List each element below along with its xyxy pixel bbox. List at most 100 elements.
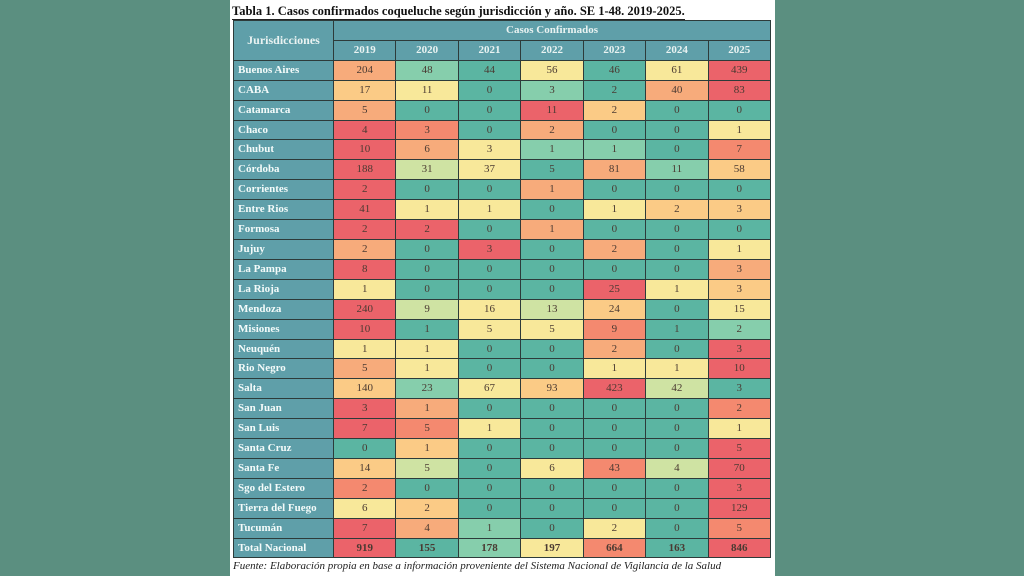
case-count-cell: 5	[395, 418, 459, 440]
case-count-cell: 2	[707, 318, 772, 340]
case-count-cell: 1	[457, 418, 522, 440]
jurisdiction-name: Sgo del Estero	[233, 477, 334, 499]
case-count-cell: 0	[520, 199, 584, 221]
table-row: Salta 140 23 67 93 423 42 3	[233, 378, 772, 400]
jurisdiction-name: Chubut	[233, 139, 334, 161]
case-count-cell: 3	[395, 119, 459, 141]
table-row: Córdoba 188 31 37 5 81 11 58	[233, 159, 772, 181]
jurisdiction-name: San Juan	[233, 398, 334, 420]
case-count-cell: 2	[395, 219, 459, 240]
jurisdiction-name: La Pampa	[233, 258, 334, 280]
case-count-cell: 43	[582, 457, 647, 479]
table-row: Chubut 10 6 3 1 1 0 7	[233, 139, 772, 161]
case-count-cell: 2	[395, 497, 459, 519]
jurisdiction-name: Buenos Aires	[233, 59, 334, 81]
case-count-cell: 0	[395, 278, 459, 300]
case-count-cell: 70	[707, 457, 772, 479]
case-count-cell: 37	[457, 159, 522, 181]
case-count-cell: 1	[520, 219, 584, 240]
case-count-cell: 0	[645, 418, 709, 440]
case-count-cell: 0	[645, 398, 709, 420]
cases-table: Jurisdicciones Casos Confirmados 2019 202…	[233, 20, 772, 559]
case-count-cell: 0	[582, 179, 647, 201]
table-row: Buenos Aires 204 48 44 56 46 61 439	[233, 59, 772, 81]
case-count-cell: 0	[645, 179, 709, 201]
case-count-cell: 0	[457, 457, 522, 479]
case-count-cell: 0	[457, 79, 522, 101]
table-row: La Rioja 1 0 0 0 25 1 3	[233, 278, 772, 300]
table-row: Misiones 10 1 5 5 9 1 2	[233, 318, 772, 340]
case-count-cell: 2	[520, 119, 584, 141]
case-count-cell: 5	[395, 457, 459, 479]
case-count-cell: 9	[582, 318, 647, 340]
case-count-cell: 0	[457, 278, 522, 300]
case-count-cell: 4	[645, 457, 709, 479]
case-count-cell: 0	[520, 238, 584, 260]
case-count-cell: 0	[645, 298, 709, 320]
case-count-cell: 0	[457, 398, 522, 420]
case-count-cell: 14	[332, 457, 397, 479]
case-count-cell: 31	[395, 159, 459, 181]
case-count-cell: 3	[707, 477, 772, 499]
case-count-cell: 7	[332, 517, 397, 539]
case-count-cell: 7	[332, 418, 397, 440]
table-row: Entre Rios 41 1 1 0 1 2 3	[233, 199, 772, 221]
case-count-cell: 6	[395, 139, 459, 161]
case-count-cell: 0	[582, 119, 647, 141]
case-count-cell: 56	[520, 59, 584, 81]
case-count-cell: 3	[457, 238, 522, 260]
case-count-cell: 0	[457, 219, 522, 240]
jurisdiction-name: Total Nacional	[233, 537, 334, 559]
table-row: Corrientes 2 0 0 1 0 0 0	[233, 179, 772, 201]
table-row: Tierra del Fuego 6 2 0 0 0 0 129	[233, 497, 772, 519]
case-count-cell: 2	[582, 338, 647, 360]
jurisdiction-name: Santa Fe	[233, 457, 334, 479]
case-count-cell: 5	[332, 99, 397, 121]
case-count-cell: 3	[707, 258, 772, 280]
case-count-cell: 0	[520, 258, 584, 280]
case-count-cell: 155	[395, 537, 459, 559]
case-count-cell: 0	[645, 219, 709, 240]
case-count-cell: 5	[520, 159, 584, 181]
case-count-cell: 0	[645, 258, 709, 280]
case-count-cell: 15	[707, 298, 772, 320]
case-count-cell: 2	[332, 477, 397, 499]
jurisdiction-name: Neuquén	[233, 338, 334, 360]
case-count-cell: 0	[395, 238, 459, 260]
case-count-cell: 0	[332, 438, 397, 459]
case-count-cell: 1	[395, 438, 459, 459]
table-row: Rio Negro 5 1 0 0 1 1 10	[233, 358, 772, 380]
case-count-cell: 0	[520, 497, 584, 519]
case-count-cell: 1	[707, 119, 772, 141]
table-row: Chaco 4 3 0 2 0 0 1	[233, 119, 772, 141]
case-count-cell: 129	[707, 497, 772, 519]
case-count-cell: 46	[582, 59, 647, 81]
case-count-cell: 1	[395, 358, 459, 380]
case-count-cell: 2	[332, 179, 397, 201]
case-count-cell: 1	[645, 358, 709, 380]
case-count-cell: 1	[457, 199, 522, 221]
case-count-cell: 1	[582, 199, 647, 221]
case-count-cell: 163	[645, 537, 709, 559]
case-count-cell: 1	[582, 139, 647, 161]
case-count-cell: 0	[395, 99, 459, 121]
case-count-cell: 0	[520, 477, 584, 499]
case-count-cell: 1	[707, 418, 772, 440]
case-count-cell: 1	[395, 338, 459, 360]
case-count-cell: 24	[582, 298, 647, 320]
table-row: Neuquén 1 1 0 0 2 0 3	[233, 338, 772, 360]
case-count-cell: 2	[582, 517, 647, 539]
case-count-cell: 664	[582, 537, 647, 559]
case-count-cell: 0	[707, 99, 772, 121]
case-count-cell: 140	[332, 378, 397, 400]
case-count-cell: 40	[645, 79, 709, 101]
case-count-cell: 423	[582, 378, 647, 400]
table-row: CABA 17 11 0 3 2 40 83	[233, 79, 772, 101]
case-count-cell: 0	[645, 238, 709, 260]
jurisdiction-name: Santa Cruz	[233, 438, 334, 459]
case-count-cell: 1	[645, 318, 709, 340]
case-count-cell: 0	[395, 179, 459, 201]
case-count-cell: 0	[520, 278, 584, 300]
case-count-cell: 48	[395, 59, 459, 81]
case-count-cell: 58	[707, 159, 772, 181]
